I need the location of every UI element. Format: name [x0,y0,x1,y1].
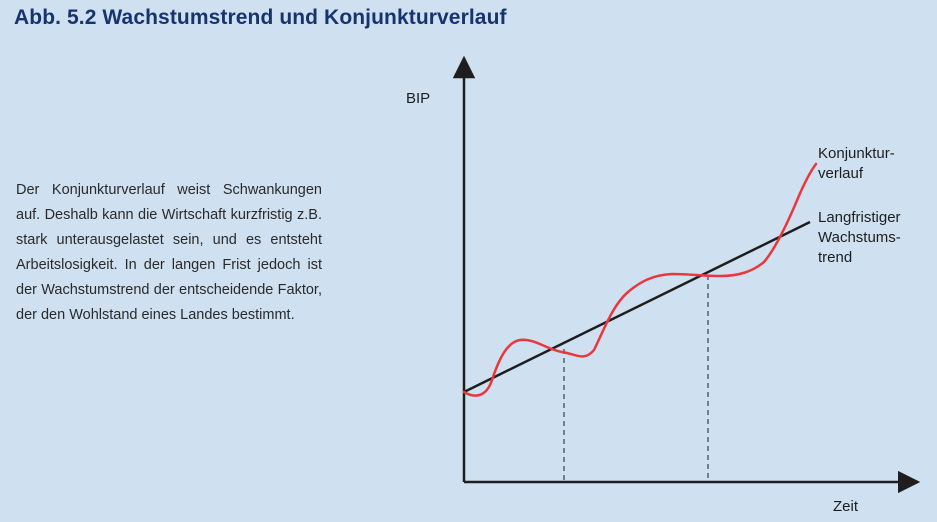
description-text: Der Konjunkturverlauf weist Schwan­kunge… [16,182,322,323]
trend-label-line-1: Langfristiger [818,209,901,226]
trend-label-line-2: Wachstums- [818,229,901,246]
figure-title: Abb. 5.2 Wachstumstrend und Konjunkturve… [14,6,507,29]
y-axis-label: BIP [406,90,430,107]
x-axis-label: Zeit [833,498,859,515]
trend-label-line-3: trend [818,249,852,266]
business-cycle-curve [462,162,818,397]
growth-trend-line [463,220,811,394]
cycle-label-line-1: Konjunktur- [818,145,895,162]
cycle-label-line-2: verlauf [818,165,864,182]
